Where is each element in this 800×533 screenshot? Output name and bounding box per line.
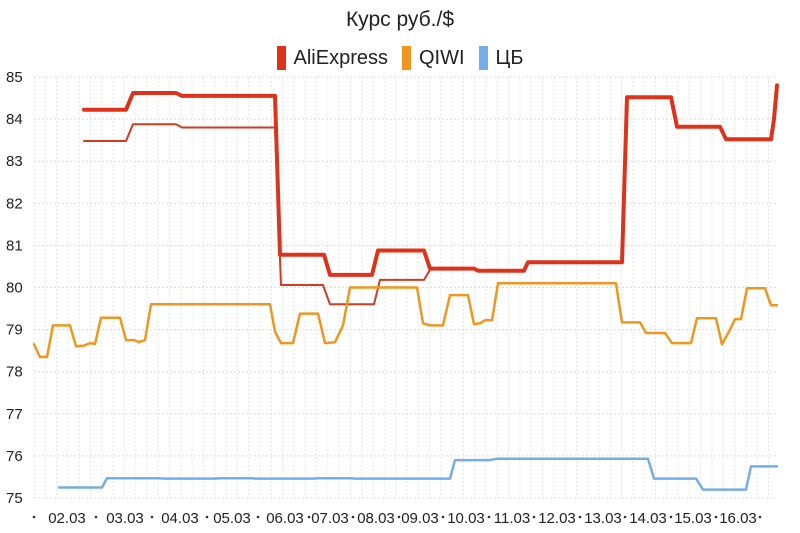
legend-item-cb[interactable]: ЦБ (478, 46, 524, 70)
x-tick-label: 16.03 (719, 510, 757, 527)
x-tick-label: 05.03 (213, 510, 251, 527)
y-tick-label: 83 (6, 153, 23, 170)
legend-item-qiwi[interactable]: QIWI (402, 46, 465, 70)
x-tick-label: 08.03 (357, 510, 395, 527)
x-tick-label: 04.03 (161, 510, 199, 527)
x-tick-label: 11.03 (494, 510, 530, 527)
x-tick-label: 03.03 (106, 510, 144, 527)
legend-label: AliExpress (293, 46, 388, 69)
legend-label: ЦБ (495, 46, 524, 69)
aliexpress-swatch-icon (276, 46, 286, 70)
y-tick-label: 77 (6, 406, 23, 423)
chart-title: Курс руб./$ (345, 8, 455, 31)
y-tick-label: 78 (6, 364, 23, 381)
y-tick-label: 80 (6, 280, 23, 297)
y-tick-label: 79 (6, 322, 23, 339)
y-tick-label: 75 (6, 490, 23, 507)
x-tick-label: 09.03 (401, 510, 439, 527)
chart-legend: AliExpress QIWI ЦБ (0, 46, 800, 70)
y-tick-label: 84 (6, 111, 23, 128)
series-line (83, 123, 431, 306)
legend-label: QIWI (419, 46, 465, 69)
series-line (32, 282, 779, 359)
series-line (82, 83, 779, 277)
x-tick-label: 14.03 (629, 510, 667, 527)
series-line (57, 457, 779, 491)
legend-item-aliexpress[interactable]: AliExpress (276, 46, 388, 70)
y-tick-label: 76 (6, 448, 23, 465)
y-tick-label: 82 (6, 195, 23, 212)
x-axis: 02.03 03.03 04.03 05.03 06.03 07.03 08.03 09.03… (32, 510, 762, 527)
y-tick-label: 85 (6, 69, 23, 86)
grid-lines (33, 76, 778, 499)
x-tick-label: 12.03 (538, 510, 576, 527)
x-tick-label: 06.03 (266, 510, 304, 527)
x-tick-label: 15.03 (674, 510, 712, 527)
x-tick-label: 10.03 (447, 510, 485, 527)
y-tick-label: 81 (6, 237, 23, 254)
cb-swatch-icon (478, 46, 488, 70)
qiwi-swatch-icon (402, 46, 411, 70)
x-tick-label: 02.03 (48, 510, 86, 527)
x-tick-label: 13.03 (584, 510, 622, 527)
series-lines (32, 83, 779, 491)
y-axis: 75 76 77 78 79 80 81 82 83 84 85 (6, 69, 23, 507)
x-tick-label: 07.03 (311, 510, 349, 527)
